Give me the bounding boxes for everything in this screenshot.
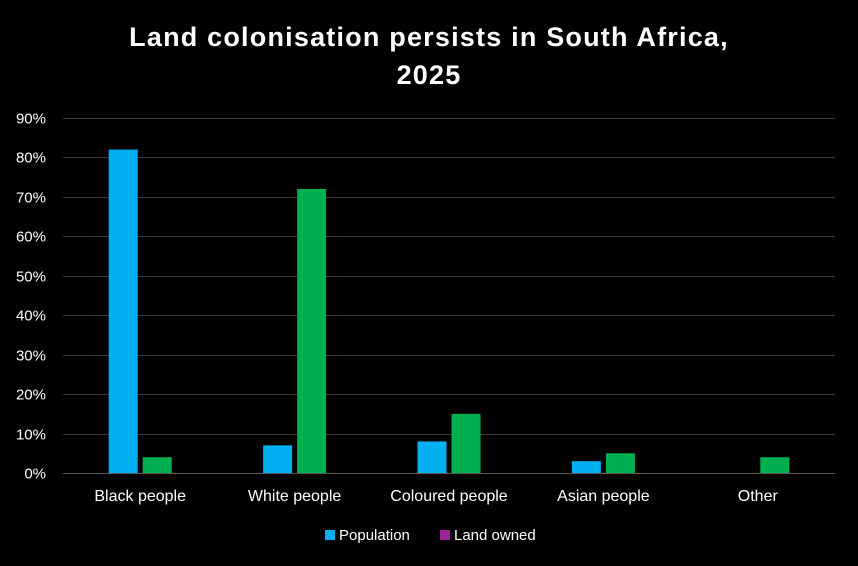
y-tick-label: 80% [16,150,46,167]
bar-land-owned [605,453,635,473]
y-axis-ticks: 0% 10% 20% 30% 40% 50% 60% 70% 80% 90% [16,111,46,483]
chart-title-line-1: Land colonisation persists in South Afri… [129,22,729,52]
legend-label: Land owned [454,527,536,544]
x-tick-label: Coloured people [390,488,508,505]
y-tick-label: 30% [16,348,46,365]
bar-land-owned [297,189,327,473]
bar-population [417,441,447,473]
legend-swatch [440,530,450,540]
bar-population [571,461,601,473]
y-tick-label: 60% [16,229,46,246]
legend-label: Population [339,527,410,544]
chart-title-line-2: 2025 [397,60,462,90]
y-tick-label: 40% [16,308,46,325]
gridlines [63,118,835,474]
bar-population [108,149,138,474]
y-tick-label: 70% [16,190,46,207]
bars [108,149,790,474]
y-tick-label: 10% [16,427,46,444]
legend: Population Land owned [325,527,536,544]
bar-land-owned [451,413,481,473]
x-tick-label: White people [248,488,341,505]
x-axis-ticks: Black people White people Coloured people A… [94,488,778,505]
y-tick-label: 0% [24,466,46,483]
x-tick-label: Black people [94,488,186,505]
bar-population [263,445,293,473]
x-tick-label: Other [738,488,779,505]
bar-land-owned [142,457,172,473]
y-tick-label: 90% [16,111,46,128]
y-tick-label: 20% [16,387,46,404]
y-tick-label: 50% [16,269,46,286]
bar-land-owned [760,457,790,473]
x-tick-label: Asian people [557,488,650,505]
legend-swatch [325,530,335,540]
